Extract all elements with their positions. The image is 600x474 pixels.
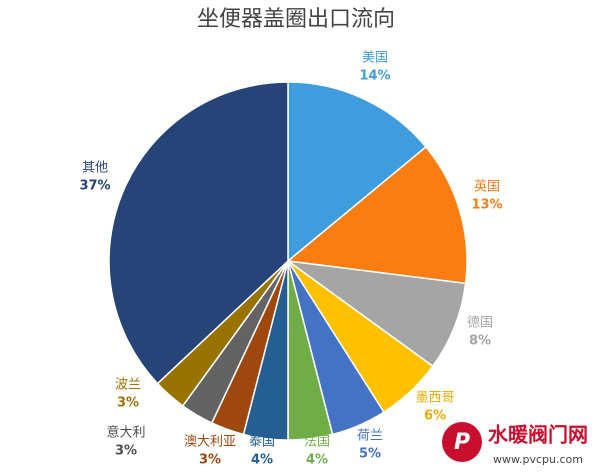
slice-label: 英国	[474, 180, 500, 195]
slice-label: 德国	[467, 316, 493, 331]
value-label: 5%	[359, 447, 381, 462]
slice-label: 意大利	[106, 425, 145, 441]
value-label: 4%	[306, 453, 328, 468]
pie-slice	[108, 81, 289, 385]
pie-slice	[286, 145, 468, 285]
value-label: 4%	[251, 453, 273, 468]
slice-label: 荷兰	[357, 429, 383, 444]
watermark-url: www.pvcpu.com	[493, 453, 583, 466]
watermark: P 水暖阀门网 www.pvcpu.com	[442, 422, 588, 466]
value-label: 14%	[359, 69, 390, 84]
chart-title: 坐便器盖圈出口流向	[197, 7, 395, 32]
value-label: 3%	[115, 444, 137, 459]
slice-label: 波兰	[115, 378, 141, 393]
slice-label: 墨西哥	[415, 391, 454, 406]
watermark-text: 水暖阀门网	[488, 423, 588, 447]
slice-label: 泰国	[249, 435, 275, 450]
pie-slice	[287, 81, 427, 263]
pie-slice	[287, 260, 467, 368]
value-label: 3%	[199, 453, 221, 468]
value-label: 13%	[471, 198, 502, 213]
watermark-logo-mark: P	[454, 430, 470, 455]
value-label: 6%	[424, 409, 446, 424]
slice-label: 其他	[82, 161, 108, 176]
value-label: 3%	[117, 396, 139, 411]
slice-label: 法国	[304, 435, 330, 450]
watermark-logo	[442, 422, 482, 462]
value-label: 8%	[469, 334, 491, 349]
value-label: 37%	[79, 179, 110, 194]
slice-label: 澳大利亚	[184, 434, 236, 450]
slice-label: 美国	[362, 51, 388, 66]
